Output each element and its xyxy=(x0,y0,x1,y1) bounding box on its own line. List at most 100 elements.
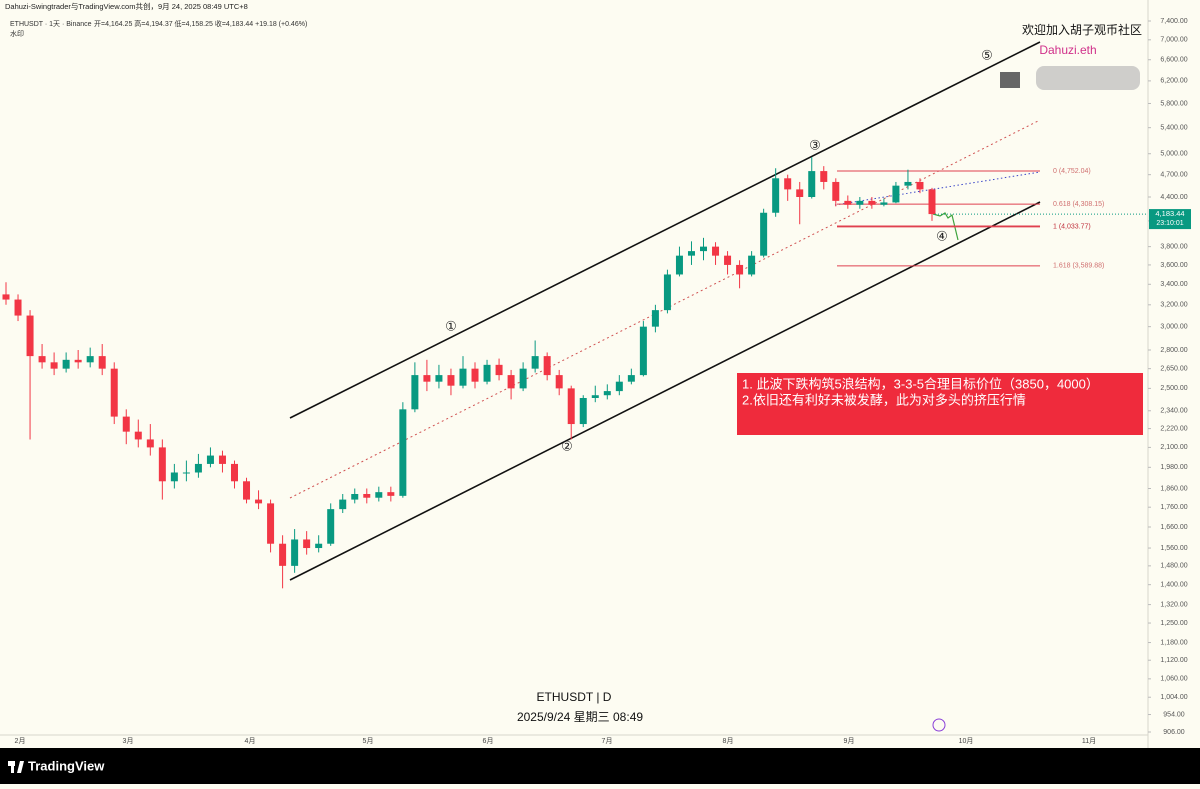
candle-body xyxy=(315,543,323,549)
wave-label: ④ xyxy=(936,228,948,243)
candle-body xyxy=(724,255,732,265)
candle-body xyxy=(856,200,864,205)
candle-body xyxy=(663,274,671,311)
channel-upper xyxy=(289,41,1041,419)
candle-body xyxy=(772,178,780,213)
fib-label: 1.618 (3,589.88) xyxy=(1053,263,1104,270)
y-tick-label: 1,480.00 xyxy=(1160,563,1187,570)
candle-body xyxy=(459,368,467,386)
candle-body xyxy=(784,178,792,190)
candle-body xyxy=(519,368,527,389)
x-tick-label: 8月 xyxy=(723,737,734,745)
candle-body xyxy=(796,189,804,197)
candle-body xyxy=(206,455,214,464)
candle-body xyxy=(399,409,407,496)
x-tick-label: 6月 xyxy=(483,737,494,745)
candle-body xyxy=(351,493,359,500)
candle-body xyxy=(74,359,82,363)
trend-dotted xyxy=(834,171,1041,206)
y-tick-label: 1,250.00 xyxy=(1160,620,1187,627)
x-tick-label: 5月 xyxy=(363,737,374,745)
candle-body xyxy=(267,503,275,544)
candle-body xyxy=(339,499,347,510)
candle-body xyxy=(170,472,178,482)
handle-text: Dahuzi.eth xyxy=(1039,43,1096,57)
symbol: ETHUSDT · 1天 · Binance xyxy=(10,20,92,28)
candle-body xyxy=(808,171,816,197)
candle-body xyxy=(916,181,924,190)
candle-body xyxy=(507,375,515,389)
candle-body xyxy=(327,509,335,544)
candle-body xyxy=(182,472,190,474)
candle-body xyxy=(675,255,683,275)
candle-body xyxy=(555,375,563,389)
y-tick-label: 2,650.00 xyxy=(1160,365,1187,372)
candle-body xyxy=(411,375,419,410)
candle-body xyxy=(736,264,744,275)
wave-label: ① xyxy=(445,318,457,333)
candle-body xyxy=(122,416,130,432)
y-tick-label: 5,000.00 xyxy=(1160,151,1187,158)
y-tick-label: 7,000.00 xyxy=(1160,37,1187,44)
candle-body xyxy=(98,356,106,369)
y-tick-label: 1,004.00 xyxy=(1160,694,1187,701)
candle-body xyxy=(62,359,70,369)
y-tick-label: 906.00 xyxy=(1163,729,1185,736)
y-tick-label: 1,980.00 xyxy=(1160,464,1187,471)
candle-body xyxy=(2,294,10,300)
x-tick-label: 7月 xyxy=(602,737,613,745)
y-tick-label: 4,400.00 xyxy=(1160,194,1187,201)
y-tick-label: 2,100.00 xyxy=(1160,444,1187,451)
y-tick-label: 5,400.00 xyxy=(1160,125,1187,132)
y-tick-label: 1,860.00 xyxy=(1160,485,1187,492)
event-icon[interactable] xyxy=(932,718,946,732)
candle-body xyxy=(880,202,888,205)
candle-body xyxy=(700,246,708,252)
x-tick-label: 11月 xyxy=(1082,737,1096,745)
note-line: 2.依旧还有利好未被发酵，此为对多头的挤压行情 xyxy=(742,392,1026,407)
y-tick-label: 3,800.00 xyxy=(1160,243,1187,250)
candle-body xyxy=(279,543,287,566)
candle-body xyxy=(483,364,491,382)
x-tick-label: 4月 xyxy=(245,737,256,745)
candle-body xyxy=(844,200,852,205)
last-price-label: 4,183.44 xyxy=(1155,209,1184,218)
channel-lower xyxy=(289,201,1041,581)
candle-body xyxy=(748,255,756,275)
candle-body xyxy=(230,463,238,482)
x-tick-label: 2月 xyxy=(15,737,26,745)
y-tick-label: 1,060.00 xyxy=(1160,676,1187,683)
candle-body xyxy=(591,395,599,398)
candle-body xyxy=(471,368,479,382)
candle-body xyxy=(615,381,623,392)
candle-body xyxy=(531,356,539,369)
candle-body xyxy=(868,200,876,205)
candle-body xyxy=(687,251,695,256)
candle-body xyxy=(579,397,587,425)
note-box xyxy=(737,373,1143,435)
candle-body xyxy=(712,246,720,256)
candle-body xyxy=(832,181,840,201)
candle-body xyxy=(435,375,443,382)
candle-body xyxy=(423,375,431,382)
blurred-logo xyxy=(1000,72,1020,88)
y-tick-label: 6,200.00 xyxy=(1160,78,1187,85)
logo-mark xyxy=(11,761,14,773)
candle-body xyxy=(892,185,900,203)
x-tick-label: 3月 xyxy=(123,737,134,745)
x-tick-label: 10月 xyxy=(959,737,974,745)
y-tick-label: 7,400.00 xyxy=(1160,18,1187,25)
candle-body xyxy=(639,326,647,376)
candle-body xyxy=(375,492,383,498)
fib-label: 0.618 (4,308.15) xyxy=(1053,201,1104,208)
candle-body xyxy=(255,499,263,504)
y-tick-label: 1,760.00 xyxy=(1160,504,1187,511)
candle-body xyxy=(26,315,34,357)
wave-label: ② xyxy=(561,438,573,453)
blurred-text xyxy=(1036,66,1140,90)
candle-body xyxy=(218,455,226,464)
candle-body xyxy=(291,539,299,566)
candle-body xyxy=(904,181,912,186)
candle-body xyxy=(243,481,251,500)
